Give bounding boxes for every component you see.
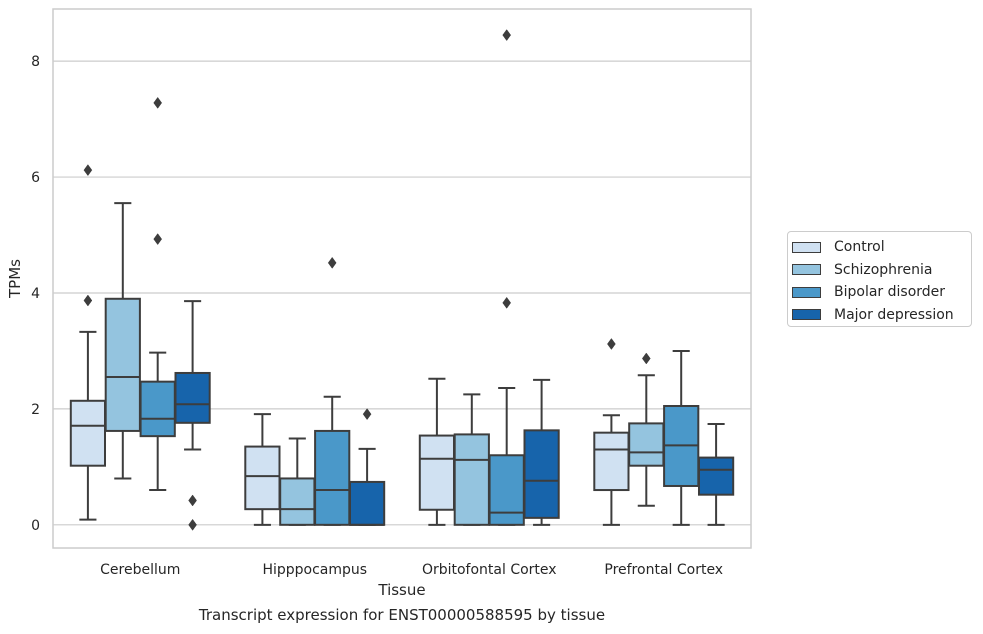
- box-cerebellum-bipolar-disorder-iqr-box: [139, 380, 176, 438]
- box-prefrontal-cortex-major-depression-iqr-box: [697, 456, 735, 496]
- box-prefrontal-cortex-schizophrenia-outlier-0: [641, 352, 651, 365]
- legend-label-bipolar-disorder: Bipolar disorder: [834, 284, 946, 301]
- legend-item-bipolar-disorder: Bipolar disorder: [792, 281, 971, 304]
- box-cerebellum-control: [69, 164, 107, 521]
- figure-caption: Transcript expression for ENST0000058859…: [198, 606, 606, 624]
- box-hipppocampus-major-depression-outlier-0: [362, 408, 372, 421]
- box-prefrontal-cortex-control-iqr-box: [593, 431, 630, 492]
- legend-label-major-depression: Major depression: [834, 306, 954, 323]
- box-orbitofontal-cortex-bipolar-disorder-outlier-0: [502, 296, 512, 309]
- box-orbitofontal-cortex-bipolar-disorder-outlier-1: [502, 29, 512, 42]
- box-orbitofontal-cortex-control-iqr-box: [418, 434, 456, 511]
- box-prefrontal-cortex-schizophrenia-iqr-box: [628, 422, 665, 467]
- box-hipppocampus-schizophrenia-iqr-box: [279, 477, 316, 526]
- box-hipppocampus-bipolar-disorder: [314, 256, 351, 526]
- legend-swatch-major-depression: [792, 309, 821, 321]
- legend-label-schizophrenia: Schizophrenia: [834, 261, 933, 278]
- legend-swatch-bipolar-disorder: [792, 286, 821, 298]
- box-prefrontal-cortex-control: [593, 338, 630, 526]
- box-cerebellum-control-outlier-1: [83, 164, 93, 177]
- y-tick-label-6: 6: [31, 170, 40, 186]
- box-cerebellum-control-iqr-box: [69, 399, 107, 467]
- box-prefrontal-cortex-major-depression: [697, 422, 735, 526]
- box-orbitofontal-cortex-control: [418, 377, 456, 526]
- box-orbitofontal-cortex-major-depression-iqr-box: [523, 429, 560, 519]
- y-axis-title: TPMs: [6, 259, 24, 299]
- series-major-depression: [174, 300, 735, 531]
- y-tick-label-2: 2: [31, 402, 40, 418]
- box-prefrontal-cortex-schizophrenia: [628, 352, 665, 507]
- box-cerebellum-major-depression: [174, 300, 211, 531]
- box-hipppocampus-major-depression: [348, 408, 386, 526]
- box-prefrontal-cortex-bipolar-disorder: [663, 349, 700, 526]
- box-cerebellum-schizophrenia: [104, 202, 141, 480]
- series-bipolar-disorder: [139, 29, 700, 526]
- box-cerebellum-bipolar-disorder: [139, 96, 176, 492]
- series-schizophrenia: [104, 202, 665, 526]
- box-hipppocampus-control-iqr-box: [244, 445, 281, 511]
- x-axis-title: Tissue: [377, 581, 425, 599]
- legend-item-major-depression: Major depression: [792, 304, 971, 327]
- box-cerebellum-major-depression-outlier-1: [188, 518, 197, 531]
- x-tick-label-hipppocampus: Hipppocampus: [262, 562, 367, 578]
- box-orbitofontal-cortex-major-depression: [523, 378, 560, 526]
- y-axis-ticks: 0 2 4 6 8: [31, 54, 40, 534]
- box-orbitofontal-cortex-schizophrenia-iqr-box: [453, 433, 490, 526]
- box-orbitofontal-cortex-schizophrenia: [453, 393, 490, 526]
- box-cerebellum-schizophrenia-iqr-box: [104, 297, 141, 432]
- y-tick-label-0: 0: [31, 518, 40, 534]
- y-tick-label-4: 4: [31, 286, 40, 302]
- box-orbitofontal-cortex-bipolar-disorder-iqr-box: [488, 454, 525, 526]
- x-tick-label-orbitofontal-cortex: Orbitofontal Cortex: [422, 562, 557, 578]
- series-control: [69, 164, 630, 526]
- box-cerebellum-bipolar-disorder-outlier-0: [153, 233, 163, 246]
- legend-item-schizophrenia: Schizophrenia: [792, 259, 971, 282]
- box-cerebellum-major-depression-iqr-box: [174, 371, 211, 424]
- legend: Control Schizophrenia Bipolar disorder M…: [787, 231, 972, 327]
- x-tick-label-cerebellum: Cerebellum: [100, 562, 180, 578]
- box-plot-groups: [69, 29, 735, 531]
- box-prefrontal-cortex-control-outlier-0: [607, 338, 616, 350]
- box-hipppocampus-bipolar-disorder-iqr-box: [314, 429, 351, 526]
- box-orbitofontal-cortex-bipolar-disorder: [488, 29, 525, 526]
- legend-item-control: Control: [792, 236, 971, 259]
- box-cerebellum-major-depression-outlier-0: [188, 494, 197, 507]
- box-hipppocampus-major-depression-iqr-box: [348, 480, 386, 526]
- box-cerebellum-control-outlier-0: [83, 294, 93, 307]
- x-axis-ticks: Cerebellum Hipppocampus Orbitofontal Corte…: [100, 562, 723, 578]
- x-tick-label-prefrontal-cortex: Prefrontal Cortex: [604, 562, 723, 578]
- legend-swatch-control: [792, 241, 821, 253]
- box-hipppocampus-control: [244, 413, 281, 526]
- legend-label-control: Control: [834, 239, 885, 256]
- legend-swatch-schizophrenia: [792, 264, 821, 276]
- box-cerebellum-bipolar-disorder-outlier-1: [153, 96, 163, 109]
- y-tick-label-8: 8: [31, 54, 40, 70]
- box-hipppocampus-schizophrenia: [279, 437, 316, 526]
- plot-frame: [52, 8, 752, 549]
- box-hipppocampus-bipolar-disorder-outlier-0: [327, 256, 337, 269]
